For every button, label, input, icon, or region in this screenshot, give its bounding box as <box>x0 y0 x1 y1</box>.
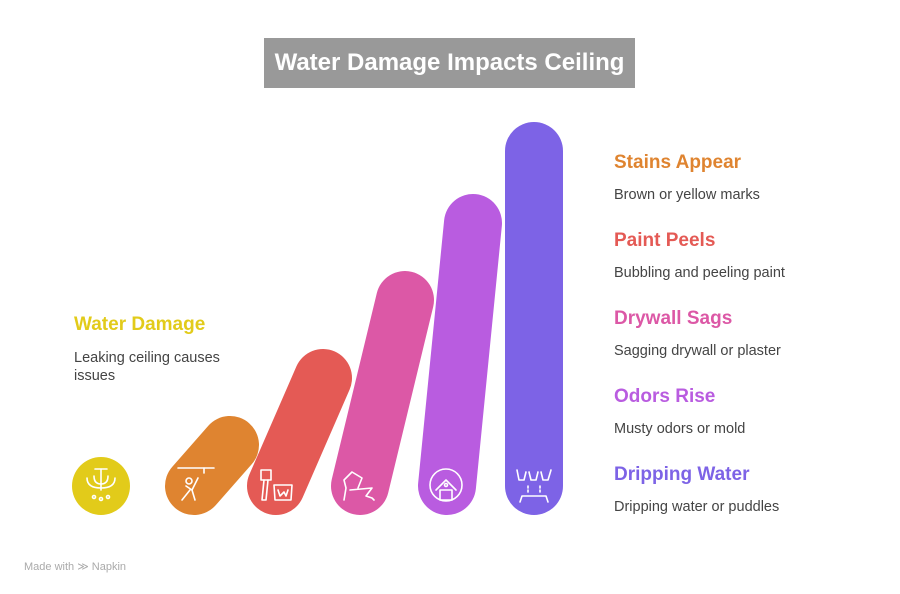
step-title-stains: Stains Appear <box>614 152 742 173</box>
step-desc-drywall: Sagging drywall or plaster <box>614 343 781 359</box>
step-desc-water-damage: Leaking ceiling causes issues <box>74 350 220 384</box>
step-title-dripping: Dripping Water <box>614 464 750 485</box>
moldy-house-icon <box>429 468 463 502</box>
step-title-drywall: Drywall Sags <box>614 308 733 329</box>
chandelier-icon <box>86 468 116 502</box>
step-bar-stains <box>165 416 259 515</box>
paint-brush-bucket-icon <box>260 469 293 501</box>
step-desc-dripping: Dripping water or puddles <box>614 499 780 515</box>
step-title-water-damage: Water Damage <box>74 314 206 335</box>
dripping-ceiling-icon <box>516 469 552 503</box>
page-title: Water Damage Impacts Ceiling <box>264 38 635 88</box>
step-bar-drywall <box>331 271 434 515</box>
ceiling-worker-icon <box>177 467 215 501</box>
step-bar-paint <box>247 349 352 515</box>
broken-wall-icon <box>343 471 375 501</box>
step-bar-odors <box>418 194 502 515</box>
made-with-text: Made with <box>24 561 75 573</box>
napkin-logo-icon: ≫ <box>77 561 89 573</box>
step-desc-stains: Brown or yellow marks <box>614 187 760 203</box>
step-desc-odors: Musty odors or mold <box>614 421 746 437</box>
step-title-odors: Odors Rise <box>614 386 716 407</box>
footer-credit: Made with ≫ Napkin <box>24 560 126 573</box>
step-title-paint: Paint Peels <box>614 230 716 251</box>
brand-text: Napkin <box>91 561 127 573</box>
step-desc-paint: Bubbling and peeling paint <box>614 265 785 281</box>
